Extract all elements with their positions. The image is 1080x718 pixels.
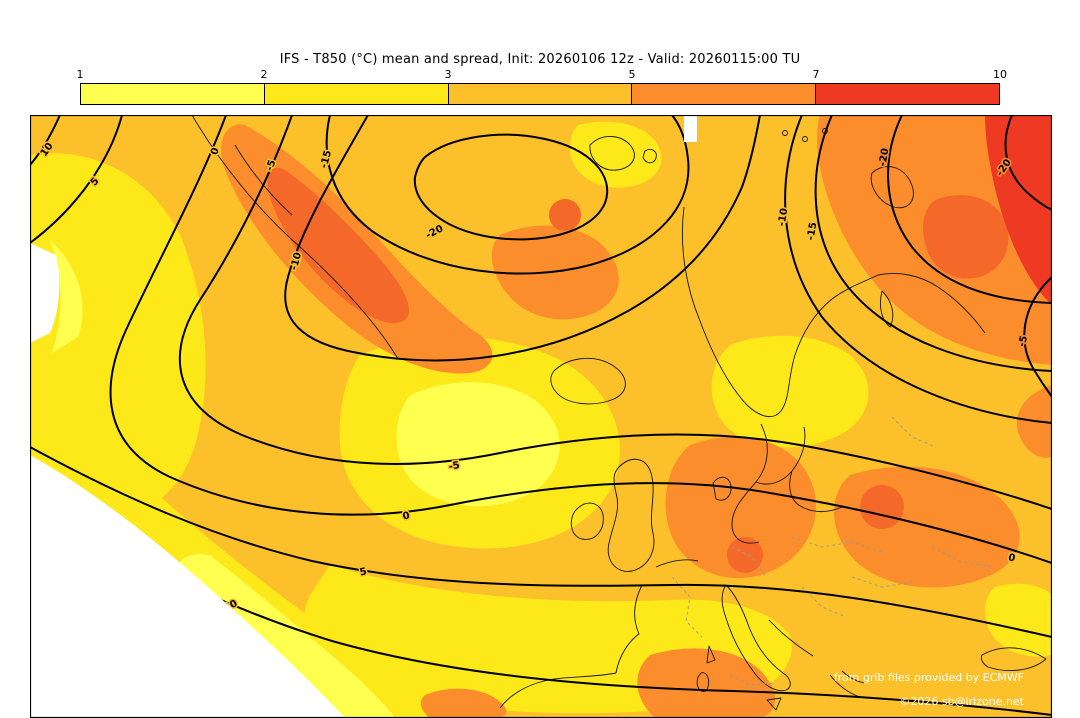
coastline (766, 697, 782, 711)
coastline (877, 273, 986, 334)
no-data-region (30, 243, 60, 343)
spread-low-region (570, 121, 662, 188)
coastline (589, 136, 635, 171)
colorbar-segment-2-3 (263, 84, 448, 104)
coastline (607, 458, 655, 572)
coastline (615, 559, 699, 674)
colorbar-segment-5-7 (631, 84, 816, 104)
coastlines (191, 114, 1047, 711)
contour-label: -15 (805, 221, 819, 241)
colorbar-segment-3-5 (447, 84, 632, 104)
colorbar-tick-label: 5 (628, 68, 636, 81)
spread-low-region (30, 153, 206, 518)
no-data-regions (30, 115, 697, 718)
contour-line (1004, 114, 1053, 211)
coastline (768, 619, 814, 657)
spread-low-region (711, 335, 869, 448)
contour-label: -20 (877, 147, 891, 167)
spread-higher-core (549, 199, 581, 231)
colorbar-tick-label: 1 (76, 68, 84, 81)
chart-title: IFS - T850 (°C) mean and spread, Init: 2… (279, 52, 801, 67)
coastline (829, 670, 865, 698)
contour-line (109, 114, 1053, 564)
no-data-region (684, 115, 697, 142)
coastline (870, 166, 914, 209)
spread-highest-region (985, 115, 1052, 305)
coastline (234, 144, 293, 216)
contour-label: -5 (448, 460, 461, 473)
spread-high-region (420, 688, 507, 718)
country-border (729, 674, 776, 686)
coastline (721, 584, 791, 692)
country-borders (671, 416, 993, 686)
contour-line (325, 114, 690, 275)
coastline (499, 672, 617, 709)
contour-line (814, 114, 1053, 372)
colorbar-segment-7-10 (815, 84, 999, 104)
no-data-region (30, 455, 345, 718)
coastline (681, 206, 879, 418)
coastline (980, 647, 1047, 671)
coastline (879, 290, 894, 328)
coastline (782, 130, 788, 136)
contour-line (29, 114, 123, 244)
spread-higher-core (267, 167, 409, 324)
colorbar (80, 83, 1000, 105)
spread-lowest-region (396, 382, 560, 507)
coastline (191, 114, 399, 360)
contour-line (284, 114, 761, 362)
coastline (550, 357, 626, 405)
spread-lowest-region (178, 554, 395, 718)
contour-label: -5 (1017, 335, 1031, 349)
coastline (642, 148, 657, 164)
spread-higher-core (727, 537, 763, 573)
colorbar-tick-label: 7 (812, 68, 820, 81)
coastline (706, 645, 716, 664)
coastline (731, 423, 843, 544)
colorbar-tick-label: 3 (444, 68, 452, 81)
coastline (802, 136, 808, 142)
colorbar-segment-1-2 (81, 84, 264, 104)
country-border (851, 576, 913, 588)
colorbar-tick-label: 2 (260, 68, 268, 81)
contour-line (29, 446, 1053, 638)
contour-line (29, 114, 61, 166)
spread-higher-core (923, 195, 1009, 279)
contour-line (784, 114, 1053, 424)
contour-line (178, 114, 1053, 510)
attribution-ecmwf: from grib files provided by ECMWF (834, 671, 1024, 684)
colorbar-tick-label: 10 (993, 68, 1007, 81)
contour-line (413, 133, 609, 241)
coastline (570, 502, 604, 540)
contour-line (1023, 276, 1053, 398)
spread-low-region (984, 583, 1052, 657)
country-border (671, 576, 703, 638)
contour-label: -10 (289, 251, 304, 271)
weather-map: 10 5 0 -5 -10 -15 -20 -10 -15 -20 -20 -5… (29, 114, 1053, 718)
attribution-copyright: ©2026 sb@irizone.net (899, 695, 1024, 708)
contour-label: -10 (776, 207, 790, 227)
country-border (731, 546, 767, 578)
spread-high-region (665, 436, 817, 579)
map-container: 10 5 0 -5 -10 -15 -20 -10 -15 -20 -20 -5… (29, 114, 1053, 718)
spread-high-region (637, 648, 776, 718)
spread-higher-core (860, 485, 904, 529)
contour-line (887, 114, 1053, 304)
coastline (712, 476, 732, 501)
